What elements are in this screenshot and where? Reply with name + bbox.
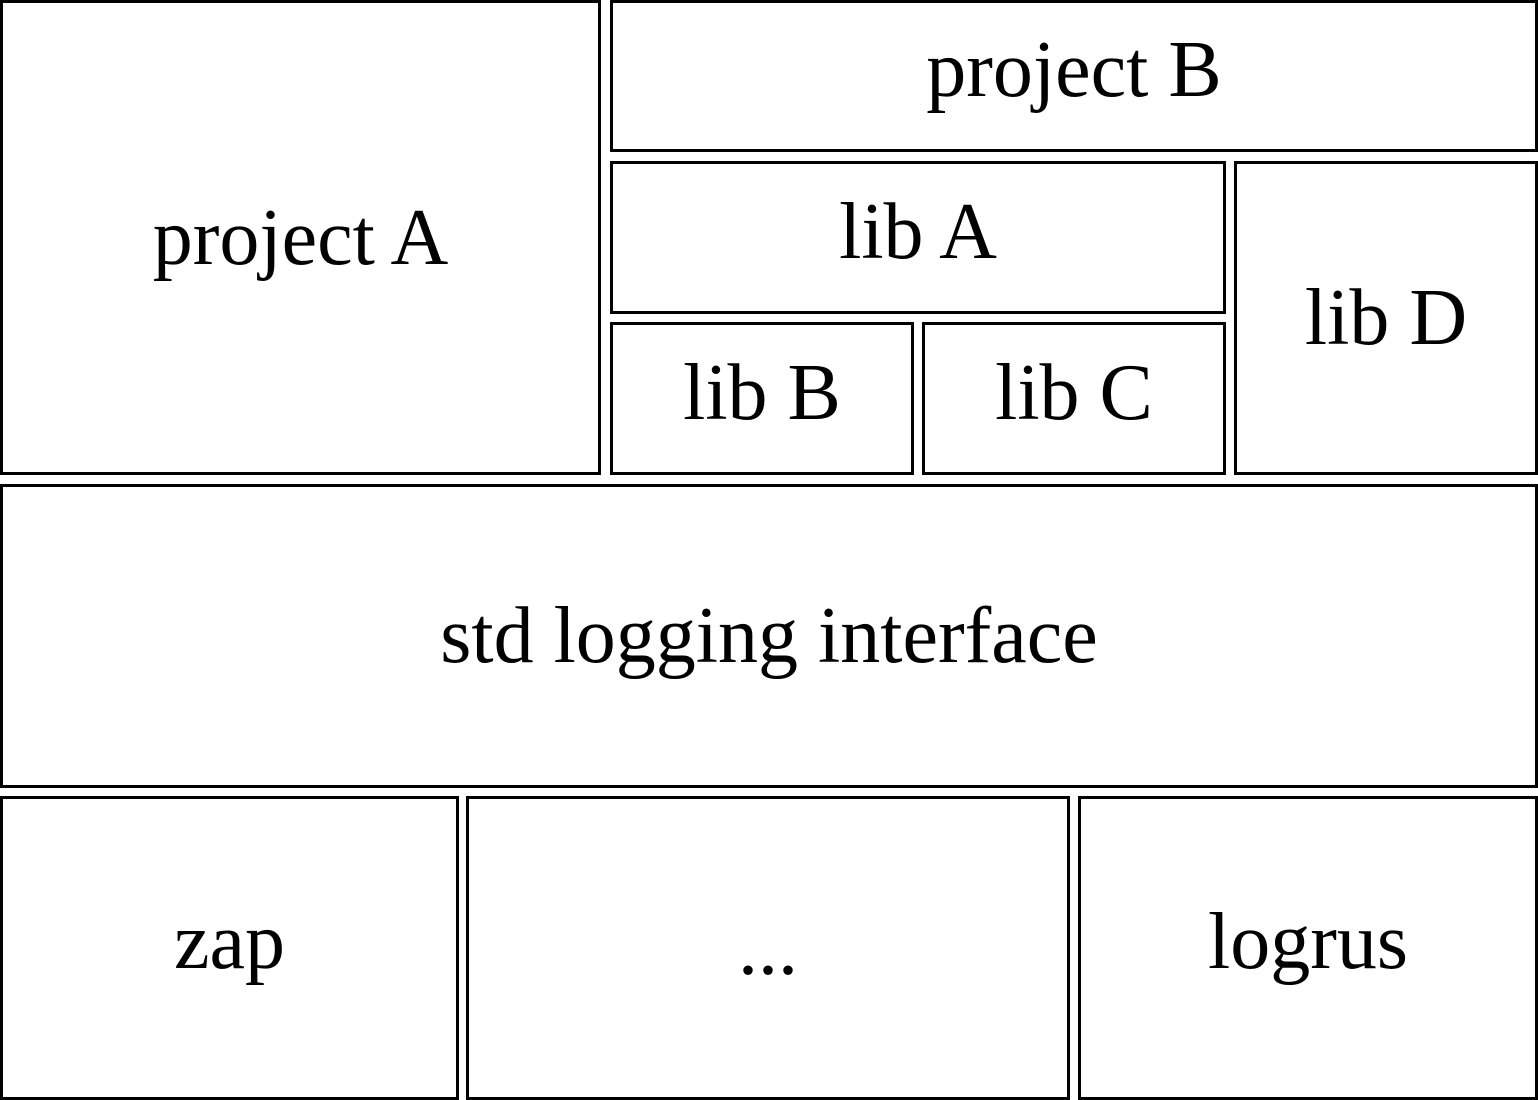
project-b-box: project B	[610, 0, 1538, 152]
lib-c-label: lib C	[995, 348, 1153, 437]
ellipsis-box: ...	[466, 796, 1070, 1100]
std-logging-interface-box: std logging interface	[0, 484, 1538, 788]
lib-b-box: lib B	[610, 322, 914, 475]
lib-a-box: lib A	[610, 161, 1226, 314]
std-logging-interface-label: std logging interface	[440, 592, 1098, 680]
zap-label: zap	[173, 898, 285, 986]
logrus-box: logrus	[1078, 796, 1538, 1100]
lib-b-label: lib B	[683, 348, 841, 437]
lib-a-label: lib A	[839, 187, 997, 276]
project-a-box: project A	[0, 0, 601, 475]
ellipsis-label: ...	[738, 904, 798, 992]
zap-box: zap	[0, 796, 459, 1100]
lib-d-label: lib D	[1304, 274, 1468, 362]
project-b-label: project B	[926, 26, 1222, 114]
logrus-label: logrus	[1208, 898, 1408, 986]
lib-d-box: lib D	[1234, 161, 1538, 475]
lib-c-box: lib C	[922, 322, 1226, 475]
project-a-label: project A	[152, 193, 449, 282]
